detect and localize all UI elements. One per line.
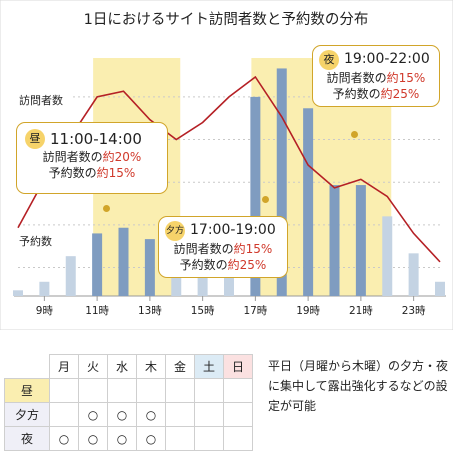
x-tick-label: 23時 bbox=[402, 305, 426, 317]
row-label-evening: 夕方 bbox=[4, 402, 50, 427]
schedule-corner bbox=[5, 355, 50, 379]
cell: ○ bbox=[107, 426, 137, 451]
x-tick-label: 19時 bbox=[296, 305, 320, 317]
noon-bookings-label: 予約数の bbox=[48, 166, 97, 181]
callout-evening: 夕方 17:00-19:00 訪問者数の約15% 予約数の約25% bbox=[158, 216, 288, 278]
day-sun: 日 bbox=[223, 354, 253, 379]
schedule-row-noon: 昼 bbox=[4, 378, 253, 403]
evening-visitors-pct: 約15% bbox=[233, 242, 273, 256]
booking-bar-24 bbox=[435, 281, 445, 296]
row-label-noon: 昼 bbox=[4, 378, 50, 403]
callout-night: 夜 19:00-22:00 訪問者数の約15% 予約数の約25% bbox=[312, 45, 440, 107]
noon-visitors-label: 訪問者数の bbox=[42, 150, 103, 164]
booking-bar-10 bbox=[65, 256, 76, 296]
day-thu: 木 bbox=[136, 354, 166, 379]
noon-badge: 昼 bbox=[25, 129, 45, 149]
night-badge: 夜 bbox=[319, 50, 339, 70]
x-tick-label: 17時 bbox=[243, 305, 267, 317]
note-text: 平日（月曜から木曜）の夕方・夜に集中して露出強化するなどの設定が可能 bbox=[268, 359, 449, 413]
chart-title: 1日におけるサイト訪問者数と予約数の分布 bbox=[84, 11, 369, 28]
night-visitors-label: 訪問者数の bbox=[326, 71, 387, 85]
evening-visitors-label: 訪問者数の bbox=[173, 242, 234, 256]
schedule-row-night: 夜 ○ ○ ○ ○ bbox=[4, 426, 253, 451]
booking-bar-12 bbox=[118, 227, 129, 296]
booking-bar-17 bbox=[250, 96, 261, 296]
noon-bookings-pct: 約15% bbox=[96, 166, 136, 181]
night-pointer bbox=[351, 131, 358, 138]
booking-bar-9 bbox=[39, 281, 50, 296]
day-tue: 火 bbox=[78, 354, 108, 379]
x-tick-label: 15時 bbox=[191, 305, 215, 317]
cell bbox=[136, 378, 166, 403]
day-wed: 水 bbox=[107, 354, 137, 379]
booking-bar-20 bbox=[329, 185, 340, 296]
cell bbox=[194, 426, 224, 451]
booking-bar-19 bbox=[303, 108, 314, 297]
cell: ○ bbox=[49, 426, 79, 451]
day-sat: 土 bbox=[194, 354, 224, 379]
cell: ○ bbox=[78, 426, 108, 451]
schedule-header-row: 月 火 水 木 金 土 日 bbox=[5, 354, 253, 379]
evening-pointer bbox=[262, 196, 269, 203]
night-bookings-pct: 約25% bbox=[380, 87, 420, 102]
evening-bookings-label: 予約数の bbox=[179, 258, 228, 273]
cell bbox=[165, 402, 195, 427]
row-label-night: 夜 bbox=[4, 426, 50, 451]
booking-bar-22 bbox=[382, 216, 393, 296]
legend-visitors: 訪問者数 bbox=[19, 93, 63, 107]
cell bbox=[194, 402, 224, 427]
cell bbox=[223, 378, 253, 403]
booking-bar-18 bbox=[276, 68, 287, 296]
night-bookings-label: 予約数の bbox=[332, 87, 381, 102]
cell: ○ bbox=[78, 402, 108, 427]
cell bbox=[49, 378, 79, 403]
schedule-table: 月 火 水 木 金 土 日 昼 夕方 ○ ○ ○ 夜 ○ ○ ○ ○ bbox=[4, 354, 253, 451]
booking-bar-11 bbox=[92, 233, 103, 296]
booking-bar-23 bbox=[408, 253, 419, 296]
schedule-row-evening: 夕方 ○ ○ ○ bbox=[4, 402, 253, 427]
evening-bookings-pct: 約25% bbox=[227, 258, 267, 273]
visitors-line bbox=[17, 75, 441, 263]
cell bbox=[165, 378, 195, 403]
noon-visitors-pct: 約20% bbox=[102, 150, 142, 164]
night-time: 19:00-22:00 bbox=[344, 51, 430, 68]
x-tick-label: 21時 bbox=[349, 305, 373, 317]
cell bbox=[223, 426, 253, 451]
cell bbox=[49, 402, 79, 427]
cell bbox=[223, 402, 253, 427]
noon-time: 11:00-14:00 bbox=[50, 129, 142, 148]
day-mon: 月 bbox=[49, 354, 79, 379]
evening-badge: 夕方 bbox=[165, 221, 185, 241]
day-fri: 金 bbox=[165, 354, 195, 379]
x-tick-label: 9時 bbox=[36, 305, 54, 317]
night-visitors-pct: 約15% bbox=[386, 71, 426, 85]
evening-time: 17:00-19:00 bbox=[190, 222, 276, 239]
noon-pointer bbox=[103, 205, 110, 212]
cell bbox=[107, 378, 137, 403]
cell bbox=[78, 378, 108, 403]
cell: ○ bbox=[136, 402, 166, 427]
cell: ○ bbox=[107, 402, 137, 427]
legend-bookings: 予約数 bbox=[19, 234, 52, 248]
booking-bar-21 bbox=[355, 185, 366, 296]
callout-noon: 昼 11:00-14:00 訪問者数の約20% 予約数の約15% bbox=[16, 122, 168, 194]
cell: ○ bbox=[136, 426, 166, 451]
x-tick-label: 11時 bbox=[85, 305, 109, 317]
cell bbox=[194, 378, 224, 403]
x-tick-label: 13時 bbox=[138, 305, 162, 317]
booking-bar-8 bbox=[13, 290, 23, 296]
cell bbox=[165, 426, 195, 451]
booking-bar-13 bbox=[144, 239, 155, 296]
